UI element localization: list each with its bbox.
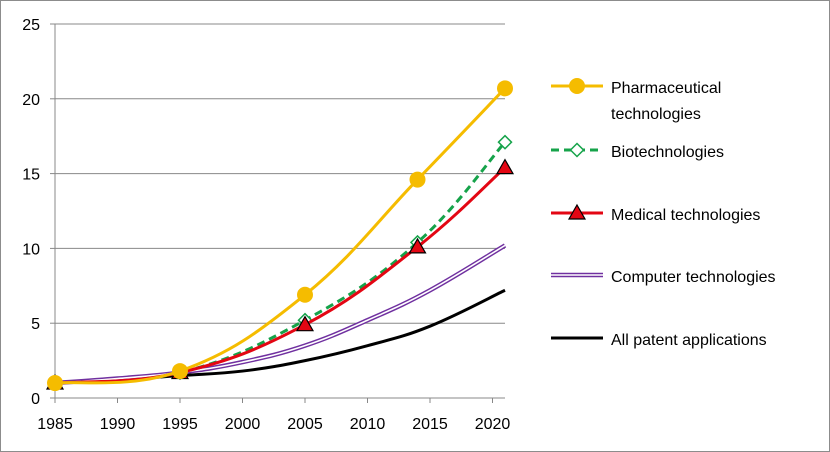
medical-technologies-legend-label: Medical technologies [611,207,760,224]
legend-item-computer-technologies: Computer technologies [551,269,776,286]
x-tick-label: 2010 [350,416,386,433]
pharmaceutical-technologies-point [497,80,513,97]
series-computer-technologies [54,243,507,386]
pharmaceutical-technologies-legend-label-line-2: technologies [611,106,701,123]
y-axis-ticks: 0 5 10 15 20 25 [22,17,55,408]
x-tick-label: 1995 [162,416,198,433]
biotechnologies-legend-marker [569,142,585,158]
pharmaceutical-technologies-point [172,363,188,380]
x-axis-ticks: 1985 1990 1995 2000 2005 2010 2015 2020 [37,398,510,433]
pharmaceutical-technologies-legend-marker [569,78,585,94]
legend-item-pharmaceutical-technologies: Pharmaceutical technologies [551,78,721,123]
medical-technologies-point [408,237,427,254]
pharmaceutical-technologies-point [47,375,63,392]
y-tick-label: 15 [22,167,40,184]
medical-technologies-line [54,166,507,385]
x-tick-label: 2020 [475,416,511,433]
biotechnologies-point [497,134,513,150]
series-group [45,80,515,392]
y-tick-label: 10 [22,241,40,258]
x-tick-label: 1990 [100,416,136,433]
legend-item-medical-technologies: Medical technologies [551,203,760,224]
x-tick-label: 2005 [287,416,323,433]
computer-technologies-line-inner [54,244,506,384]
pharmaceutical-technologies-legend-label-line-1: Pharmaceutical [611,80,721,97]
legend-item-biotechnologies: Biotechnologies [551,142,724,161]
medical-technologies-legend-marker [567,203,587,220]
y-tick-label: 5 [31,316,40,333]
biotechnologies-line [54,141,507,385]
pharmaceutical-technologies-legend-label: Pharmaceutical technologies [611,80,721,123]
pharmaceutical-technologies-point [409,171,426,188]
pharmaceutical-technologies-point [297,286,313,303]
legend: Pharmaceutical technologies Biotechnologie… [551,78,776,349]
y-tick-label: 20 [22,92,40,109]
series-pharmaceutical-technologies [47,80,513,392]
axes [54,24,505,399]
legend-item-all-patent-applications: All patent applications [551,332,767,349]
medical-technologies-point [495,158,515,175]
medical-technologies-point [295,315,315,332]
all-patent-applications-legend-label: All patent applications [611,332,767,349]
x-tick-label: 1985 [37,416,73,433]
biotechnologies-legend-label: Biotechnologies [611,144,724,161]
x-tick-label: 2000 [225,416,261,433]
computer-technologies-legend-label: Computer technologies [611,269,776,286]
y-tick-label: 25 [22,17,40,34]
gridlines [55,23,505,324]
y-tick-label: 0 [31,391,40,408]
x-tick-label: 2015 [412,416,448,433]
